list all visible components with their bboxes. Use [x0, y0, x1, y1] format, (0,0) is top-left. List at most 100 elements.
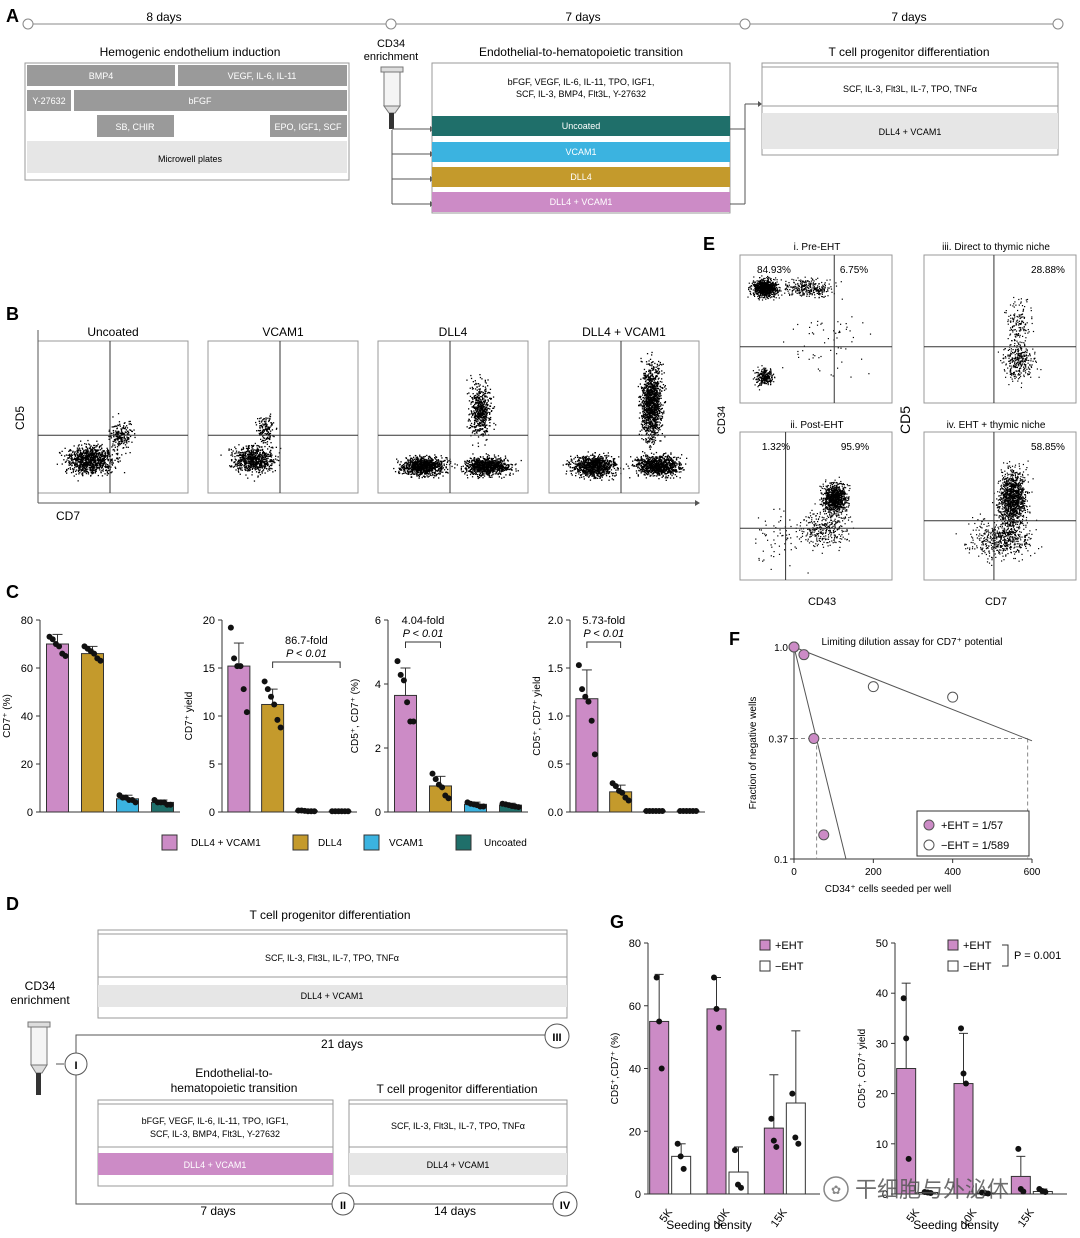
- c-data-point: [612, 783, 619, 790]
- g-data-point: [927, 1189, 934, 1196]
- c-data-point: [693, 808, 700, 815]
- c-data-point: [439, 784, 446, 791]
- bar-bmp4-label: BMP4: [89, 71, 114, 81]
- g-legend-plus: +EHT: [775, 940, 804, 952]
- d-column-tube-icon: [27, 1021, 51, 1095]
- g-data-point: [903, 1035, 910, 1042]
- g-data-point: [789, 1090, 796, 1097]
- b-flow-plot: [548, 340, 700, 494]
- e-flow-plot: [923, 254, 1077, 404]
- phase3-title: T cell progenitor differentiation: [829, 45, 990, 59]
- d-enrichment-2: enrichment: [10, 993, 70, 1007]
- e-xlabel-right: CD7: [985, 596, 1007, 608]
- g-ytick-label: 30: [876, 1038, 888, 1050]
- panel-d: D T cell progenitor differentiation SCF,…: [6, 894, 578, 1218]
- panel-c-label: C: [6, 582, 19, 602]
- c-ytick-label: 0: [209, 807, 215, 819]
- c-ytick-label: 15: [203, 663, 215, 675]
- c-data-point: [261, 678, 268, 685]
- g-data-point: [985, 1190, 991, 1197]
- f-title: Limiting dilution assay for CD7⁺ potenti…: [822, 637, 1003, 648]
- b-xlabel: CD7: [56, 509, 80, 523]
- c-data-point: [445, 795, 452, 802]
- c-ytick-label: 6: [375, 615, 381, 627]
- c-data-point: [311, 808, 318, 815]
- g-data-point: [900, 995, 907, 1002]
- d-top-media: SCF, IL-3, Flt3L, IL-7, TPO, TNFα: [265, 953, 399, 963]
- c-ytick-label: 1.5: [548, 663, 563, 675]
- c-data-point: [49, 636, 56, 643]
- bar-y27632-label: Y-27632: [32, 96, 65, 106]
- f-xtick-label: 0: [791, 867, 797, 878]
- c-data-point: [231, 655, 238, 662]
- e-q-1a: 84.93%: [757, 265, 791, 276]
- g-data-point: [960, 1070, 967, 1077]
- bar-epo-label: EPO, IGF1, SCF: [274, 122, 342, 132]
- f-point-minus: [867, 681, 879, 693]
- panel-a-label: A: [6, 6, 19, 26]
- d-tcell-coating: [349, 1153, 567, 1175]
- duration-1: 8 days: [146, 10, 181, 24]
- coat-dll4-label: DLL4: [570, 172, 592, 182]
- c-ylabel: CD5⁺, CD7⁺ (%): [350, 679, 361, 753]
- g-data-point: [770, 1137, 777, 1144]
- d-eht-coating: [98, 1153, 333, 1175]
- g-ytick-label: 0: [882, 1189, 888, 1201]
- g-xlabel: Seeding density: [913, 1218, 998, 1232]
- microwell-label: Microwell plates: [158, 154, 223, 164]
- g-data-point: [653, 974, 660, 981]
- panel-f-label: F: [729, 629, 740, 649]
- c-bar: [227, 665, 251, 813]
- c-data-point: [575, 662, 582, 669]
- c-data-point: [582, 693, 589, 700]
- d-top-title: T cell progenitor differentiation: [250, 908, 411, 922]
- c-ytick-label: 2.0: [548, 615, 563, 627]
- d-node-1-label: I: [74, 1060, 77, 1072]
- bar-vegf: [178, 65, 347, 86]
- c-ytick-label: 80: [21, 615, 33, 627]
- c-data-point: [56, 643, 63, 650]
- e-ylabel-right: CD5: [897, 406, 913, 434]
- c-ytick-label: 20: [203, 615, 215, 627]
- g-category-label: 15K: [1016, 1206, 1037, 1229]
- g-legend-plus: +EHT: [963, 940, 992, 952]
- c-ytick-label: 0: [27, 807, 33, 819]
- f-point-plus: [808, 733, 820, 745]
- g-data-point: [1015, 1145, 1022, 1152]
- g-category-label: 15K: [769, 1206, 790, 1229]
- g-data-point: [1020, 1188, 1027, 1195]
- g-ytick-label: 20: [876, 1089, 888, 1101]
- c-legend-vcam1: VCAM1: [389, 838, 424, 849]
- c-ylabel: CD7⁺ yield: [184, 692, 195, 741]
- e-title-1: i. Pre-EHT: [794, 242, 841, 253]
- f-fit-line-plus: [793, 646, 847, 860]
- g-data-point: [738, 1184, 744, 1191]
- d-days-left: 7 days: [200, 1204, 235, 1218]
- c-data-point: [132, 799, 139, 806]
- c-data-point: [345, 808, 352, 815]
- g-data-point: [958, 1025, 964, 1032]
- bar-bmp4: [27, 65, 175, 86]
- bar-epo: [270, 115, 347, 137]
- g-data-point: [795, 1140, 802, 1147]
- d-node-3-label: III: [552, 1032, 561, 1044]
- c-ytick-label: 1.0: [548, 711, 563, 723]
- d-eht-title-2: hematopoietic transition: [171, 1081, 298, 1095]
- c-data-point: [264, 686, 271, 693]
- g-ytick-label: 50: [876, 938, 888, 950]
- g-bar-minus: [671, 1155, 692, 1195]
- panel-b: B Uncoated VCAM1 DLL4 DLL4 + VCAM1 CD5 C…: [6, 304, 700, 523]
- enrichment-label-1: CD34: [377, 38, 405, 50]
- panel-d-label: D: [6, 894, 19, 914]
- c-data-point: [271, 701, 278, 708]
- g-bar-plus: [896, 1068, 917, 1195]
- c-data-point: [274, 716, 281, 723]
- bar-microwell: [27, 141, 347, 173]
- c-p-label: P < 0.01: [286, 648, 327, 660]
- c-data-point: [429, 770, 436, 777]
- panel-e-label: E: [703, 234, 715, 254]
- f-point-plus: [788, 641, 800, 653]
